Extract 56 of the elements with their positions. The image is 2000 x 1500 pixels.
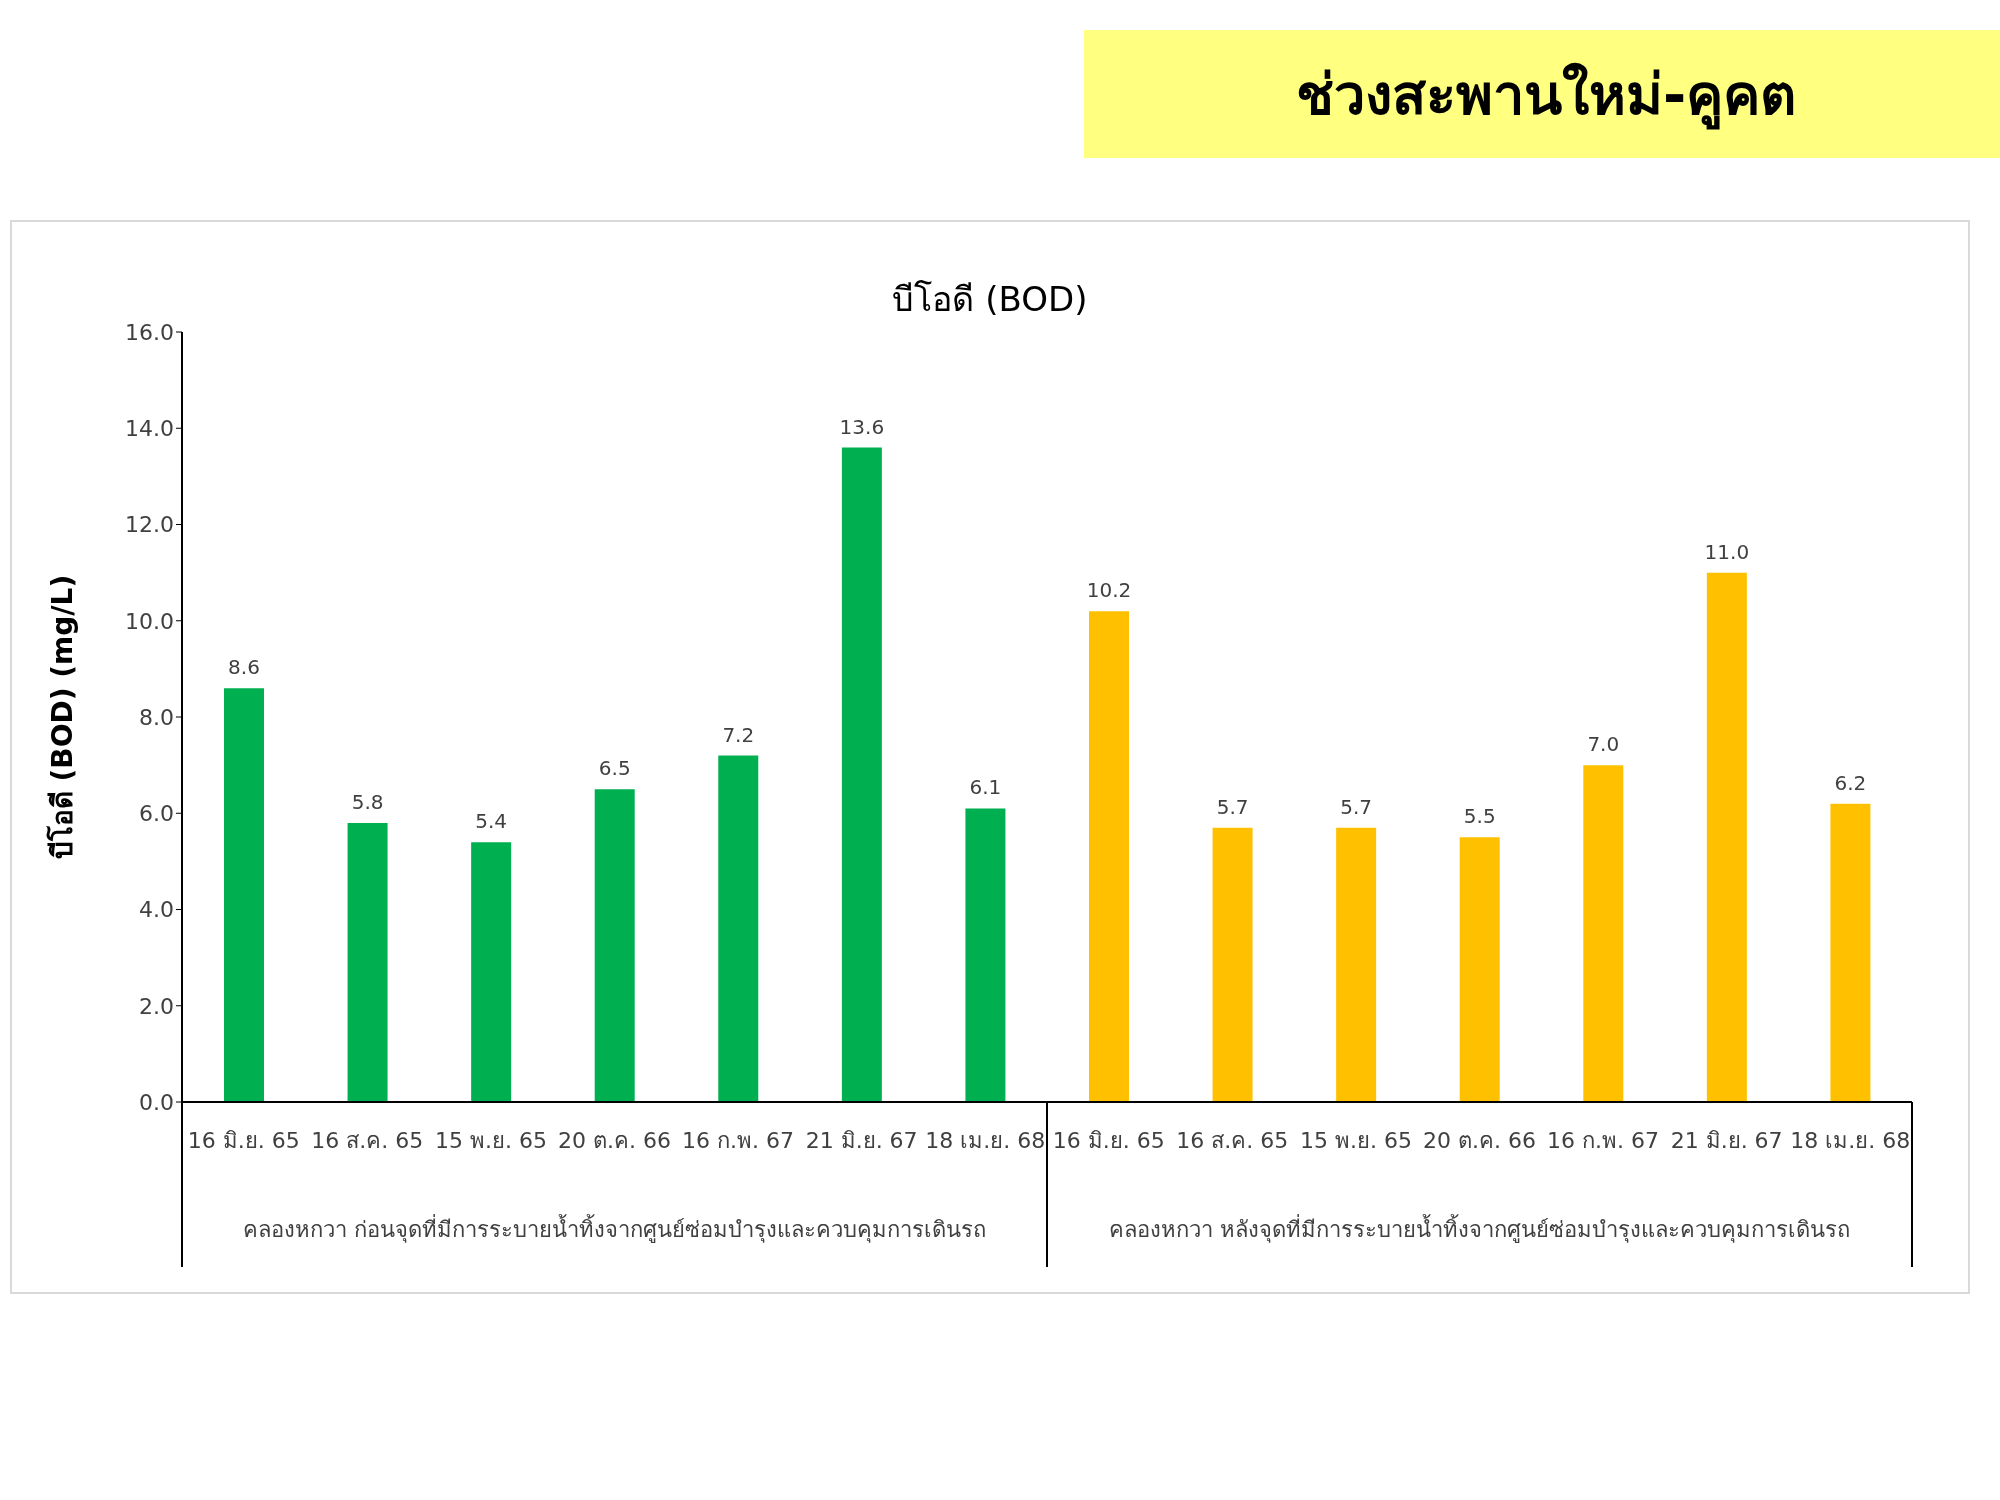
x-tick-label: 20 ต.ค. 66 [558, 1127, 671, 1153]
bar [1212, 827, 1253, 1102]
y-tick-label: 14.0 [125, 416, 174, 442]
y-tick-label: 10.0 [125, 608, 174, 634]
x-tick-label: 16 ก.พ. 67 [682, 1127, 795, 1153]
y-tick-label: 12.0 [125, 512, 174, 538]
x-tick-label: 16 ก.พ. 67 [1547, 1127, 1660, 1153]
x-tick-label: 20 ต.ค. 66 [1423, 1127, 1536, 1153]
data-label: 5.4 [475, 809, 508, 834]
bar [471, 842, 512, 1102]
bar [1336, 827, 1377, 1102]
data-label: 10.2 [1086, 578, 1132, 603]
bar [841, 447, 882, 1102]
data-label: 7.0 [1587, 732, 1620, 757]
bar [1089, 611, 1129, 1102]
data-label: 5.5 [1463, 804, 1496, 829]
x-tick-label: 15 พ.ย. 65 [434, 1127, 547, 1153]
data-label: 5.7 [1340, 794, 1373, 819]
bar [1830, 803, 1871, 1102]
data-label: 8.6 [228, 655, 260, 680]
y-axis-title: บีโอดี (BOD) (mg/L) [44, 574, 79, 860]
data-label: 11.0 [1704, 539, 1750, 564]
text: คลองหกวา ก่อนจุดที่มีการระบายน้ำทิ้งจากศูนย์ซ่อมบำรุงและควบคุมการเดินรถ [243, 1214, 986, 1243]
chart-subtitle: บีโอดี (BOD) [892, 279, 1088, 319]
data-label: 6.1 [969, 775, 1002, 800]
x-tick-label: 18 เม.ย. 68 [925, 1127, 1046, 1153]
y-tick-label: 0.0 [139, 1089, 174, 1115]
data-label: 5.8 [351, 789, 384, 814]
x-tick-label: 21 มิ.ย. 67 [805, 1127, 918, 1153]
bar [1583, 765, 1624, 1102]
y-tick-label: 4.0 [139, 897, 174, 923]
data-label: 13.6 [839, 414, 885, 439]
bar [965, 808, 1006, 1102]
bar [1459, 837, 1500, 1102]
bar [718, 755, 759, 1102]
text: คลองหกวา หลังจุดที่มีการระบายน้ำทิ้งจากศูนย์ซ่อมบำรุงและควบคุมการเดินรถ [1109, 1214, 1850, 1243]
x-tick-label: 16 มิ.ย. 65 [187, 1127, 300, 1153]
bar [594, 789, 635, 1102]
x-tick-label: 15 พ.ย. 65 [1299, 1127, 1412, 1153]
y-tick-label: 6.0 [139, 801, 174, 827]
y-tick-label: 8.0 [139, 704, 174, 730]
x-tick-label: 18 เม.ย. 68 [1790, 1127, 1911, 1153]
x-tick-label: 16 ส.ค. 65 [311, 1127, 424, 1153]
x-tick-label: 16 มิ.ย. 65 [1052, 1127, 1165, 1153]
bar [347, 822, 388, 1102]
x-tick-label: 16 ส.ค. 65 [1176, 1127, 1289, 1153]
bar [224, 688, 264, 1102]
y-tick-label: 2.0 [139, 993, 174, 1019]
data-label: 5.7 [1216, 794, 1249, 819]
data-label: 7.2 [722, 722, 755, 747]
data-label: 6.2 [1834, 770, 1867, 795]
data-label: 6.5 [598, 756, 631, 781]
chart-title: ช่วงสะพานใหม่-คูคต [1084, 30, 2000, 158]
y-tick-label: 16.0 [125, 319, 174, 345]
x-tick-label: 21 มิ.ย. 67 [1670, 1127, 1783, 1153]
bar [1706, 572, 1747, 1102]
